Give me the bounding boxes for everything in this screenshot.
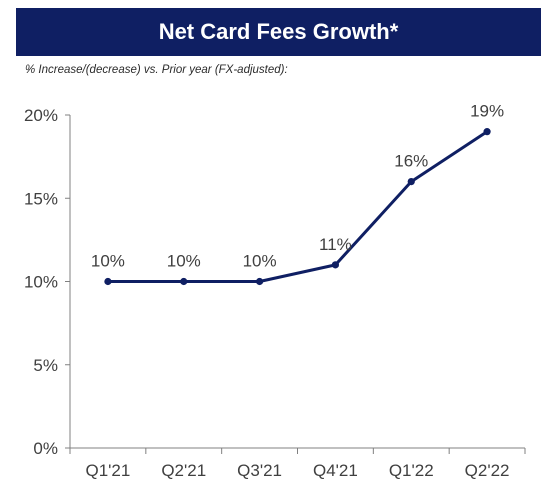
series-line bbox=[107, 130, 488, 283]
chart-title: Net Card Fees Growth* bbox=[16, 8, 541, 56]
y-tick-label: 10% bbox=[24, 273, 58, 292]
y-tick-label: 0% bbox=[33, 439, 58, 458]
data-label: 10% bbox=[167, 252, 201, 271]
data-label: 19% bbox=[470, 102, 504, 121]
y-tick-label: 5% bbox=[33, 356, 58, 375]
data-point bbox=[255, 277, 264, 286]
x-tick-label: Q3'21 bbox=[237, 461, 282, 480]
chart-subtitle: % Increase/(decrease) vs. Prior year (FX… bbox=[25, 64, 288, 76]
x-tick-label: Q1'21 bbox=[85, 461, 130, 480]
data-label: 11% bbox=[319, 235, 352, 254]
data-label: 16% bbox=[394, 152, 428, 171]
data-point bbox=[483, 128, 491, 136]
x-tick-label: Q1'22 bbox=[389, 461, 434, 480]
y-tick-label: 15% bbox=[24, 189, 58, 208]
data-label: 10% bbox=[91, 252, 125, 271]
data-point bbox=[407, 178, 415, 186]
data-label: 10% bbox=[243, 252, 277, 271]
x-tick-label: Q2'22 bbox=[465, 461, 510, 480]
data-point bbox=[331, 261, 340, 269]
y-tick-label: 20% bbox=[24, 106, 58, 125]
data-point bbox=[180, 277, 188, 286]
x-tick-label: Q2'21 bbox=[161, 461, 206, 480]
x-tick-label: Q4'21 bbox=[313, 461, 358, 480]
data-point bbox=[104, 277, 112, 286]
